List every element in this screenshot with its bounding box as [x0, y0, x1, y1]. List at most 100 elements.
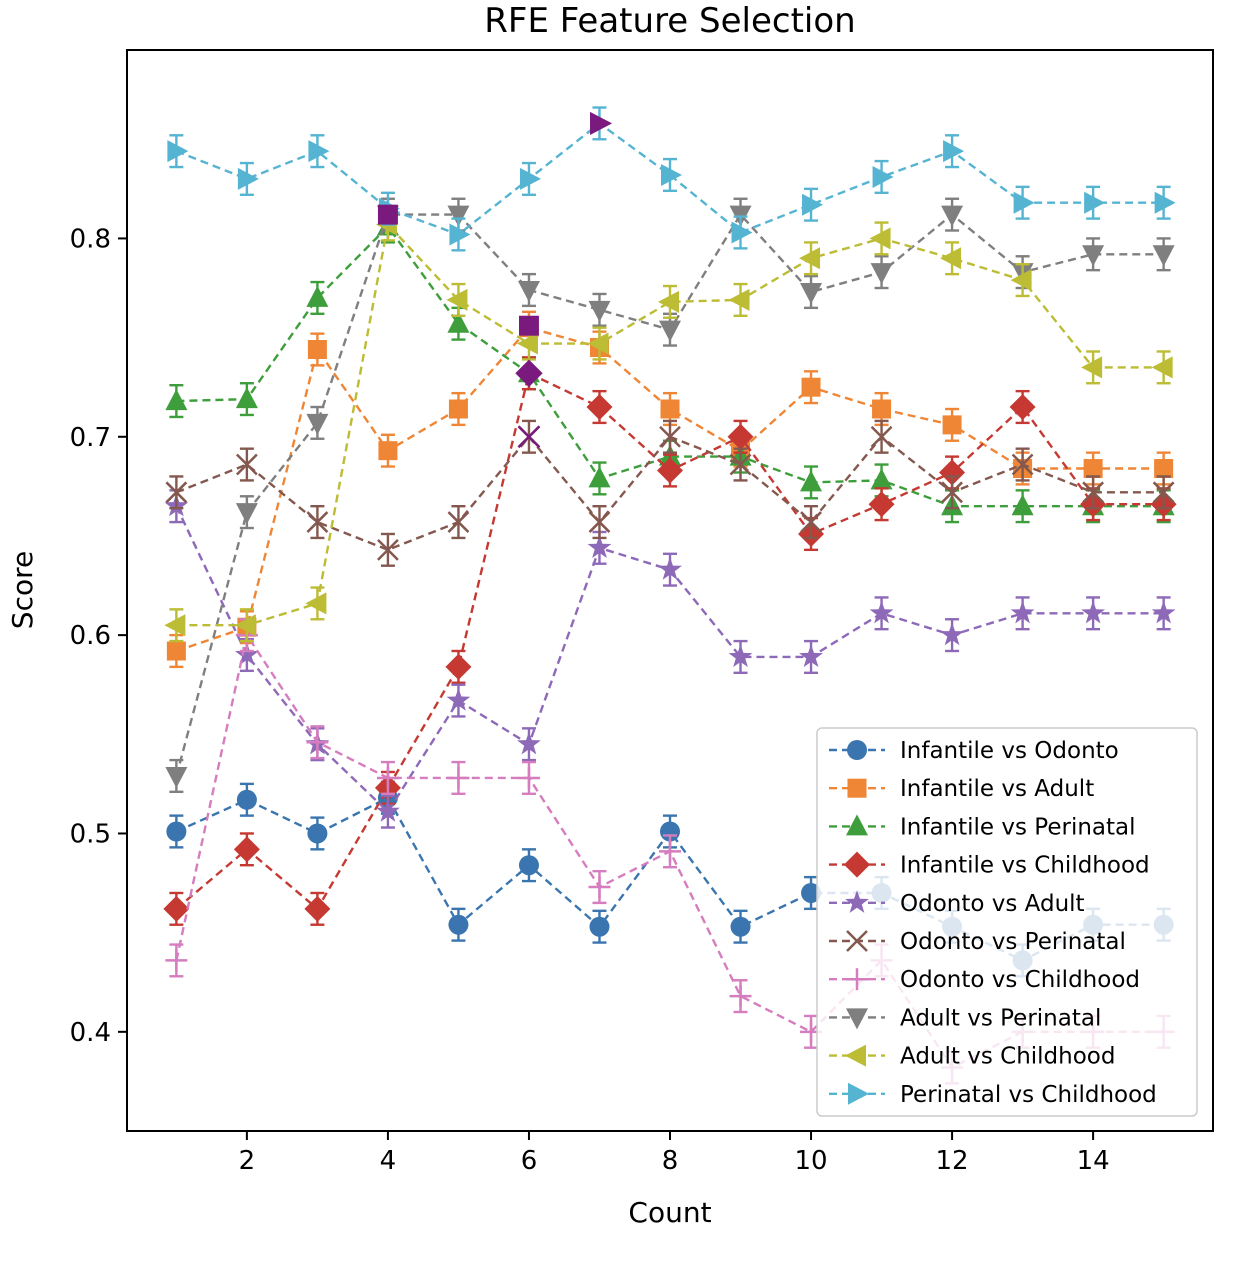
data-point [731, 221, 753, 244]
data-point [1013, 191, 1035, 214]
data-point [376, 766, 399, 789]
data-point [658, 290, 679, 313]
data-point [870, 468, 893, 490]
data-point [307, 340, 327, 360]
data-point [657, 457, 683, 484]
legend-marker [847, 740, 867, 760]
best-point-marker [518, 315, 539, 336]
data-point [1152, 481, 1175, 504]
data-point [304, 895, 331, 922]
x-tick-label: 10 [794, 1146, 827, 1176]
data-point [1009, 394, 1036, 421]
legend-marker [845, 1044, 866, 1067]
x-tick-label: 12 [936, 1146, 969, 1176]
data-point [660, 399, 680, 419]
data-point [587, 535, 612, 558]
data-point [801, 377, 821, 397]
legend-marker [847, 778, 867, 798]
legend-label: Odonto vs Perinatal [900, 929, 1126, 955]
data-point [661, 163, 682, 186]
data-point [518, 855, 539, 876]
data-point [163, 895, 190, 922]
data-point [872, 399, 892, 419]
series-line [176, 221, 1164, 627]
best-point-marker [377, 204, 398, 225]
y-axis: 0.4 0.5 0.6 0.7 0.8 [70, 224, 127, 1048]
data-point [1151, 600, 1176, 624]
data-point [234, 642, 259, 666]
data-point [164, 614, 186, 637]
data-point [167, 140, 189, 163]
data-point [801, 882, 822, 903]
data-point [235, 453, 258, 476]
data-point [306, 731, 329, 754]
x-tick-label: 8 [662, 1146, 679, 1176]
x-tick-label: 4 [380, 1146, 397, 1176]
legend-marker [846, 930, 868, 952]
data-point [308, 140, 330, 163]
data-point [658, 557, 682, 580]
data-point [1011, 494, 1034, 516]
legend-item: Infantile vs Adult [829, 776, 1094, 802]
data-point [943, 140, 965, 163]
best-point-marker [515, 359, 543, 387]
data-point [517, 766, 540, 789]
legend-label: Infantile vs Childhood [900, 853, 1150, 879]
legend-label: Adult vs Perinatal [900, 1005, 1101, 1031]
legend-item: Adult vs Childhood [829, 1044, 1115, 1070]
data-point [800, 470, 823, 492]
legend-label: Adult vs Childhood [900, 1044, 1115, 1070]
data-point [305, 592, 327, 615]
data-point [237, 167, 259, 190]
data-point [1010, 600, 1035, 624]
data-point [659, 425, 681, 448]
data-point [727, 423, 754, 450]
data-point [1082, 481, 1105, 504]
legend-box [816, 727, 1198, 1117]
y-tick-label: 0.7 [70, 423, 111, 453]
data-point [1083, 459, 1103, 479]
data-point [1151, 356, 1173, 379]
data-point [447, 766, 470, 789]
data-point [1154, 459, 1174, 479]
legend-item: Odonto vs Perinatal [829, 929, 1126, 955]
data-point [236, 789, 257, 810]
best-point-marker [590, 111, 613, 135]
data-point [588, 511, 611, 533]
legend-item: Infantile vs Perinatal [829, 814, 1136, 840]
data-point [1154, 191, 1176, 214]
data-point [588, 876, 611, 899]
data-point [1152, 245, 1175, 267]
legend-label: Odonto vs Adult [900, 891, 1085, 917]
legend-item: Infantile vs Childhood [829, 851, 1150, 879]
data-point [869, 600, 894, 624]
data-point [306, 511, 329, 533]
data-point [447, 511, 470, 533]
y-tick-label: 0.6 [70, 621, 111, 651]
x-axis: 2 4 6 8 10 12 14 [239, 1131, 1110, 1176]
data-point [445, 653, 472, 680]
legend-item: Adult vs Perinatal [829, 1005, 1101, 1031]
data-point [448, 399, 468, 419]
data-point [868, 491, 895, 518]
legend-item: Perinatal vs Childhood [829, 1082, 1157, 1108]
x-tick-label: 14 [1077, 1146, 1110, 1176]
legend-label: Infantile vs Perinatal [900, 814, 1136, 840]
data-point [942, 415, 962, 435]
x-axis-label: Count [628, 1196, 711, 1229]
legend-marker [846, 968, 868, 991]
data-point [235, 387, 258, 409]
y-tick-label: 0.4 [70, 1018, 111, 1048]
data-point [799, 247, 821, 270]
data-point [377, 538, 399, 561]
data-point [1081, 356, 1103, 379]
y-tick-label: 0.5 [70, 819, 111, 849]
data-point [941, 481, 963, 504]
legend: Infantile vs Odonto Infantile vs Adult Inf… [816, 727, 1198, 1117]
data-point [165, 389, 188, 411]
data-point [870, 425, 893, 448]
data-point [659, 320, 681, 342]
legend-marker [844, 851, 870, 878]
data-point [234, 614, 256, 637]
data-point [306, 413, 329, 435]
